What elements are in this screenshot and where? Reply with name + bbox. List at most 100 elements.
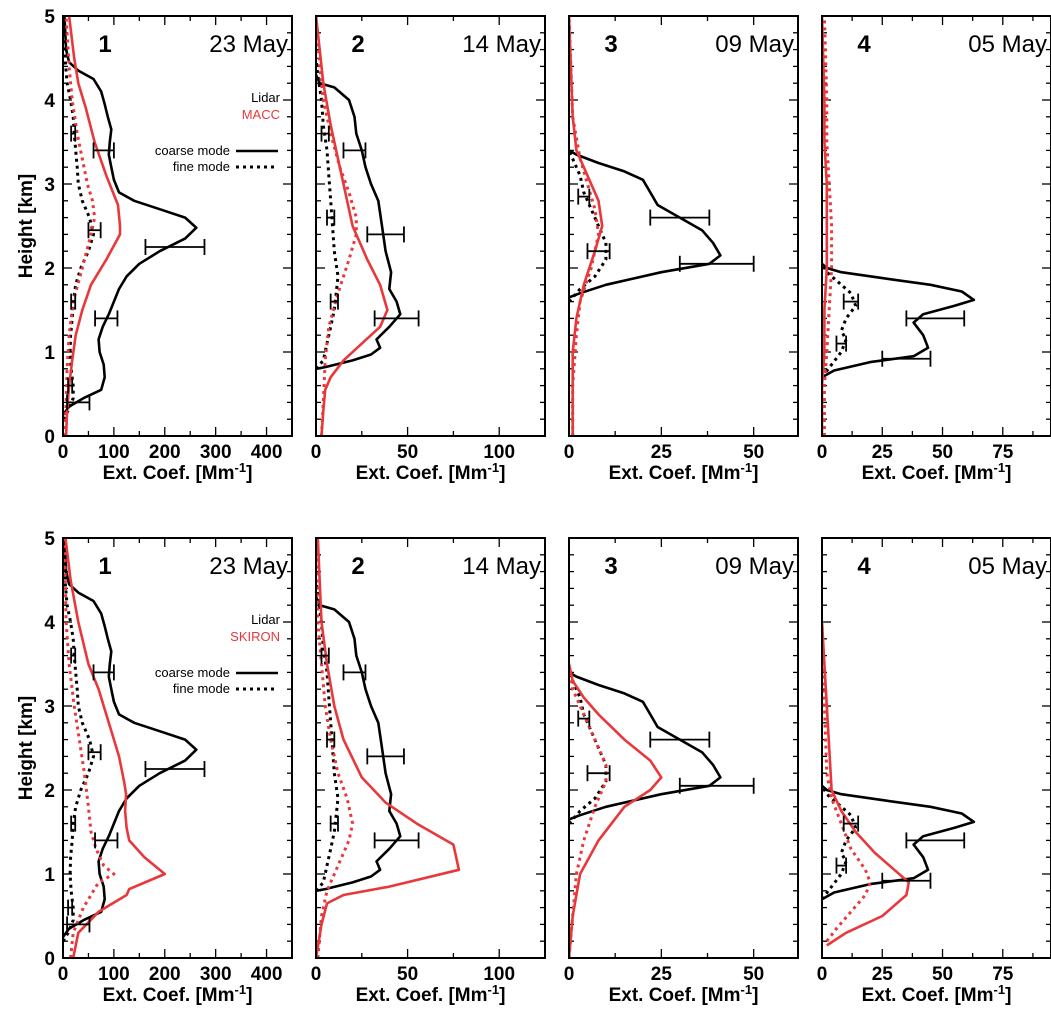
lidar-fine-line xyxy=(316,57,340,370)
x-tick-label: 200 xyxy=(149,442,181,463)
model-coarse-line xyxy=(822,621,911,947)
x-axis-label: Ext. Coef. [Mm-1] xyxy=(609,460,759,484)
lidar-coarse-line xyxy=(316,74,402,371)
x-axis-label-end: ] xyxy=(752,463,758,484)
x-tick-label: 0 xyxy=(564,964,575,985)
error-bar xyxy=(87,222,102,239)
error-bar xyxy=(835,857,848,874)
error-bar xyxy=(92,664,115,681)
model-coarse-line xyxy=(822,16,829,436)
x-tick-label: 75 xyxy=(992,442,1014,463)
x-tick-label: 100 xyxy=(483,964,515,985)
model-fine-line xyxy=(569,663,608,958)
y-tick-label: 2 xyxy=(44,781,55,802)
lidar-coarse-line xyxy=(63,538,198,938)
panel-number: 2 xyxy=(351,31,364,58)
error-bar xyxy=(905,832,966,849)
model-fine-line xyxy=(316,16,358,436)
lidar-fine-line xyxy=(63,538,95,942)
panel-number: 1 xyxy=(98,553,111,580)
error-bar xyxy=(66,916,91,933)
lidar-coarse-line xyxy=(569,149,722,299)
y-tick-label: 1 xyxy=(44,865,55,886)
lidar-coarse-line xyxy=(63,16,198,416)
error-bar xyxy=(320,125,330,142)
x-axis-label-superscript: -1 xyxy=(235,982,247,997)
error-bar xyxy=(87,744,102,761)
panel-number: 3 xyxy=(604,31,617,58)
x-axis-label-end: ] xyxy=(499,985,505,1006)
x-tick-label: 300 xyxy=(200,964,232,985)
x-axis-label-text: Ext. Coef. [Mm xyxy=(862,463,994,484)
panel-frame xyxy=(315,15,546,437)
panel-frame xyxy=(62,15,293,437)
panel-number: 1 xyxy=(98,31,111,58)
x-tick-label: 100 xyxy=(483,442,515,463)
x-axis-label: Ext. Coef. [Mm-1] xyxy=(356,460,506,484)
x-axis-label: Ext. Coef. [Mm-1] xyxy=(103,460,253,484)
lidar-coarse-line xyxy=(316,596,402,893)
legend-coarse-label: coarse mode xyxy=(155,665,230,680)
x-axis-label: Ext. Coef. [Mm-1] xyxy=(356,982,506,1006)
x-axis-label-superscript: -1 xyxy=(741,460,753,475)
error-bar xyxy=(326,209,336,226)
panel-frame xyxy=(62,537,293,959)
y-tick-label: 0 xyxy=(44,427,55,448)
x-axis-label-superscript: -1 xyxy=(488,460,500,475)
x-tick-label: 50 xyxy=(743,442,764,463)
error-bar xyxy=(881,872,932,889)
error-bar xyxy=(905,310,966,327)
x-tick-label: 100 xyxy=(98,964,130,985)
error-bar xyxy=(678,777,755,794)
x-axis-label-end: ] xyxy=(752,985,758,1006)
x-axis-label-text: Ext. Coef. [Mm xyxy=(862,985,994,1006)
panel-date: 09 May xyxy=(715,31,794,58)
error-bar xyxy=(70,293,77,310)
panel-date: 05 May xyxy=(968,553,1047,580)
x-tick-label: 0 xyxy=(311,442,322,463)
error-bar xyxy=(329,815,339,832)
x-axis-label-text: Ext. Coef. [Mm xyxy=(609,463,741,484)
panel-number: 3 xyxy=(604,553,617,580)
panel-r1-p1: 0 100 200 300 400 0 1 2 3 4 5 Height [km] Ext. Coef.… xyxy=(16,529,293,1006)
x-axis-label-end: ] xyxy=(1005,463,1011,484)
panel-r0-p1: 0 100 200 300 400 0 1 2 3 4 5 Height [km] Ext. Coef.… xyxy=(16,7,293,484)
legend-model-label: MACC xyxy=(242,107,280,122)
legend-fine-label: fine mode xyxy=(173,681,230,696)
model-fine-line xyxy=(63,16,97,436)
x-tick-label: 0 xyxy=(58,964,69,985)
x-tick-label: 100 xyxy=(98,442,130,463)
panel-date: 14 May xyxy=(462,31,541,58)
error-bar xyxy=(342,664,367,681)
legend-lidar-label: Lidar xyxy=(251,612,281,627)
error-bar xyxy=(842,293,860,310)
x-tick-label: 0 xyxy=(817,442,828,463)
panel-frame xyxy=(315,537,546,959)
y-tick-label: 4 xyxy=(44,613,55,634)
error-bar xyxy=(586,765,611,782)
panel-date: 05 May xyxy=(968,31,1047,58)
x-tick-label: 0 xyxy=(58,442,69,463)
x-tick-label: 25 xyxy=(872,442,894,463)
error-bar xyxy=(67,377,74,394)
panel-frame xyxy=(821,15,1051,437)
y-tick-label: 5 xyxy=(44,7,55,28)
error-bar xyxy=(70,815,77,832)
x-axis-label-text: Ext. Coef. [Mm xyxy=(103,463,235,484)
x-tick-label: 50 xyxy=(397,442,418,463)
error-bar xyxy=(67,899,74,916)
panel-number: 2 xyxy=(351,553,364,580)
x-tick-label: 50 xyxy=(743,964,764,985)
x-axis-label-text: Ext. Coef. [Mm xyxy=(609,985,741,1006)
legend-fine-label: fine mode xyxy=(173,159,230,174)
y-tick-label: 5 xyxy=(44,529,55,550)
x-tick-label: 0 xyxy=(564,442,575,463)
x-tick-label: 0 xyxy=(817,964,828,985)
error-bar xyxy=(649,731,711,748)
error-bar xyxy=(66,394,91,411)
